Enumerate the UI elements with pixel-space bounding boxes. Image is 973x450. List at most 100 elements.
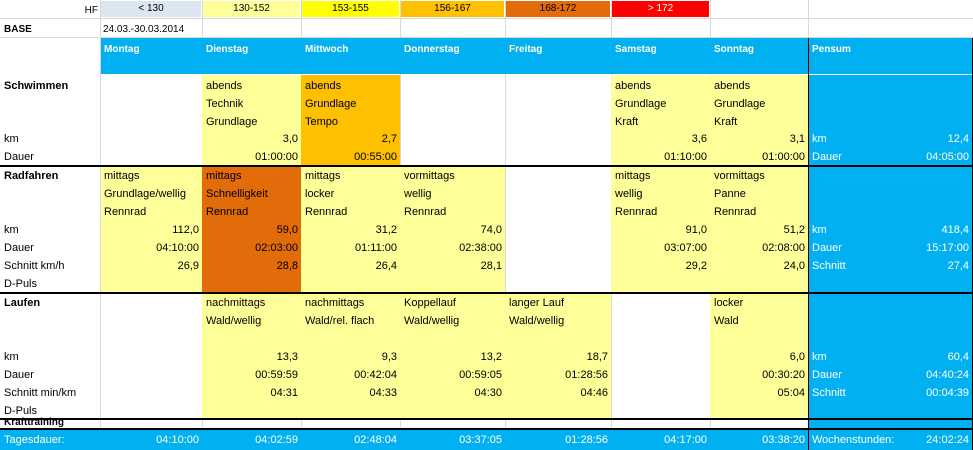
legend-cell-gt172: > 172 <box>612 1 709 17</box>
tagesdauer-sonntag: 03:38:20 <box>762 434 805 446</box>
radfahren-mittwoch-line: locker <box>305 188 335 200</box>
row-label-dauer: Dauer <box>4 242 34 254</box>
radfahren-montag-dauer: 04:10:00 <box>156 242 199 254</box>
row-label-dpuls: D-Puls <box>4 278 38 290</box>
laufen-freitag-schnitt: 04:46 <box>580 387 608 399</box>
tagesdauer-samstag: 04:17:00 <box>664 434 707 446</box>
row-label-schnitt: Schnitt min/km <box>4 387 77 399</box>
schwimmen-dienstag-cell[interactable] <box>202 75 301 166</box>
radfahren-donnerstag-dauer: 02:38:00 <box>459 242 502 254</box>
laufen-sonntag-dauer: 00:30:20 <box>762 369 805 381</box>
tagesdauer-dienstag: 04:02:59 <box>255 434 298 446</box>
schwimmen-pensum-km-label: km <box>812 133 827 145</box>
schwimmen-dienstag-km: 3,0 <box>282 133 298 145</box>
laufen-freitag-dauer: 01:28:56 <box>565 369 608 381</box>
laufen-donnerstag-line: Koppellauf <box>404 297 456 309</box>
schwimmen-samstag-line: abends <box>615 80 652 92</box>
laufen-donnerstag-dauer: 00:59:05 <box>459 369 502 381</box>
header-donnerstag: Donnerstag <box>404 44 460 55</box>
radfahren-dienstag-cell[interactable] <box>202 167 301 293</box>
laufen-freitag-cell[interactable] <box>505 294 611 418</box>
header-freitag: Freitag <box>509 44 543 55</box>
radfahren-mittwoch-schnitt: 26,4 <box>375 260 397 272</box>
radfahren-montag-line: Rennrad <box>104 206 147 218</box>
date-range: 24.03.-30.03.2014 <box>103 24 185 35</box>
schwimmen-samstag-km: 3,6 <box>691 133 707 145</box>
section-border <box>0 418 973 420</box>
laufen-freitag-km: 18,7 <box>586 351 608 363</box>
schwimmen-sonntag-line: Grundlage <box>714 98 766 110</box>
schwimmen-dienstag-line: Grundlage <box>206 116 258 128</box>
tagesdauer-mittwoch: 02:48:04 <box>354 434 397 446</box>
laufen-mittwoch-cell[interactable] <box>301 294 400 418</box>
laufen-dienstag-cell[interactable] <box>202 294 301 418</box>
header-pensum: Pensum <box>812 44 851 55</box>
radfahren-pensum-dauer-label: Dauer <box>812 242 842 254</box>
laufen-sonntag-cell[interactable] <box>710 294 808 418</box>
radfahren-montag-km: 112,0 <box>172 224 199 236</box>
krafttraining-pensum-cell <box>809 419 972 428</box>
day-header-row <box>101 38 972 74</box>
laufen-dienstag-km: 13,3 <box>276 351 298 363</box>
pensum-border <box>808 38 809 450</box>
laufen-dienstag-dauer: 00:59:59 <box>255 369 298 381</box>
schwimmen-sonntag-cell[interactable] <box>710 75 808 166</box>
gridline <box>100 0 101 450</box>
radfahren-pensum-cell <box>809 167 972 293</box>
row-label-dpuls: D-Puls <box>4 405 38 417</box>
laufen-pensum-cell <box>809 294 972 418</box>
schwimmen-samstag-cell[interactable] <box>611 75 710 166</box>
radfahren-pensum-dauer: 15:17:00 <box>926 242 969 254</box>
header-samstag: Samstag <box>615 44 657 55</box>
radfahren-pensum-km-label: km <box>812 224 827 236</box>
laufen-dienstag-schnitt: 04:31 <box>270 387 298 399</box>
tagesdauer-label: Tagesdauer: <box>4 434 65 446</box>
radfahren-donnerstag-line: Rennrad <box>404 206 447 218</box>
legend-cell-168-172: 168-172 <box>506 1 610 17</box>
radfahren-sonntag-km: 51,2 <box>783 224 805 236</box>
tagesdauer-row <box>0 430 973 450</box>
laufen-mittwoch-line: nachmittags <box>305 297 365 309</box>
radfahren-samstag-dauer: 03:07:00 <box>664 242 707 254</box>
laufen-sonntag-line: Wald <box>714 315 739 327</box>
laufen-mittwoch-schnitt: 04:33 <box>369 387 397 399</box>
wochenstunden-value: 24:02:24 <box>926 434 969 446</box>
laufen-freitag-line: langer Lauf <box>509 297 565 309</box>
legend-cell-153-155: 153-155 <box>302 1 399 17</box>
radfahren-samstag-schnitt: 29,2 <box>685 260 707 272</box>
radfahren-mittwoch-cell[interactable] <box>301 167 400 293</box>
radfahren-sonntag-cell[interactable] <box>710 167 808 293</box>
schwimmen-mittwoch-km: 2,7 <box>381 133 397 145</box>
schwimmen-dienstag-line: abends <box>206 80 243 92</box>
krafttraining-title: Krafttraining <box>4 417 64 428</box>
row-label-km: km <box>4 133 19 145</box>
tagesdauer-donnerstag: 03:37:05 <box>459 434 502 446</box>
radfahren-sonntag-schnitt: 24,0 <box>783 260 805 272</box>
section-border <box>0 292 973 294</box>
laufen-pensum-dauer: 04:40:24 <box>926 369 969 381</box>
radfahren-samstag-cell[interactable] <box>611 167 710 293</box>
header-dienstag: Dienstag <box>206 44 249 55</box>
legend-cell-lt130: < 130 <box>101 1 201 17</box>
schwimmen-sonntag-line: Kraft <box>714 116 738 128</box>
gridline <box>505 0 506 450</box>
radfahren-sonntag-line: Rennrad <box>714 206 757 218</box>
schwimmen-mittwoch-cell[interactable] <box>301 75 400 166</box>
schwimmen-samstag-dauer: 01:10:00 <box>664 151 707 163</box>
hf-label: HF <box>84 5 98 16</box>
radfahren-dienstag-dauer: 02:03:00 <box>255 242 298 254</box>
radfahren-pensum-km: 418,4 <box>941 224 969 236</box>
radfahren-dienstag-km: 59,0 <box>276 224 298 236</box>
radfahren-montag-line: Grundlage/wellig <box>104 188 186 200</box>
schwimmen-mittwoch-line: abends <box>305 80 342 92</box>
radfahren-donnerstag-cell[interactable] <box>400 167 505 293</box>
radfahren-montag-line: mittags <box>104 170 140 182</box>
radfahren-sonntag-line: vormittags <box>714 170 765 182</box>
radfahren-montag-cell[interactable] <box>101 167 202 293</box>
laufen-donnerstag-cell[interactable] <box>400 294 505 418</box>
radfahren-mittwoch-line: Rennrad <box>305 206 348 218</box>
schwimmen-sonntag-dauer: 01:00:00 <box>762 151 805 163</box>
gridline <box>0 18 973 19</box>
laufen-title: Laufen <box>4 297 41 309</box>
tagesdauer-freitag: 01:28:56 <box>565 434 608 446</box>
